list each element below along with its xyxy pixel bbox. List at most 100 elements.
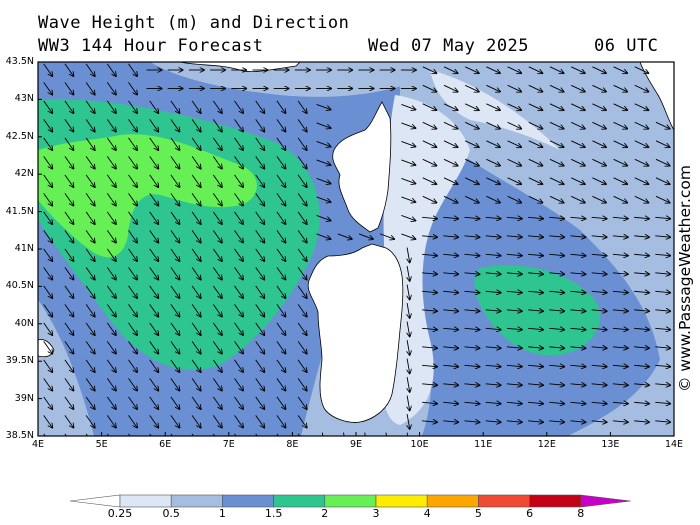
direction-arrow: [255, 285, 265, 298]
direction-arrow: [634, 140, 649, 147]
direction-arrow: [422, 347, 437, 348]
direction-arrow: [297, 100, 307, 113]
direction-arrow: [506, 347, 522, 348]
colorbar-label: 0.25: [107, 507, 133, 520]
direction-arrow: [170, 378, 180, 390]
direction-arrow: [170, 100, 180, 113]
direction-arrow: [255, 415, 265, 427]
direction-arrow: [422, 195, 437, 202]
direction-arrow: [64, 119, 74, 131]
direction-arrow: [465, 103, 479, 110]
direction-arrow: [64, 174, 74, 187]
direction-arrow: [571, 84, 585, 91]
direction-arrow: [297, 304, 307, 316]
lon-label: 11E: [474, 439, 493, 450]
direction-arrow: [443, 347, 458, 348]
direction-arrow: [149, 174, 159, 187]
direction-arrow: [364, 432, 366, 436]
colorbar-label: 0.5: [162, 507, 180, 520]
direction-arrow: [149, 230, 159, 242]
direction-arrow: [591, 217, 607, 218]
direction-arrow: [486, 195, 500, 202]
direction-arrow: [591, 421, 607, 422]
direction-arrow: [655, 273, 670, 274]
direction-arrow: [85, 193, 95, 205]
direction-arrow: [170, 193, 180, 205]
direction-arrow: [234, 396, 244, 409]
direction-arrow: [655, 310, 670, 311]
direction-arrow: [528, 384, 543, 385]
direction-arrow: [464, 273, 480, 274]
direction-arrow: [191, 341, 201, 353]
direction-arrow: [528, 195, 543, 202]
direction-arrow: [465, 121, 479, 128]
colorbar-label: 6: [526, 507, 534, 520]
direction-arrow: [316, 140, 331, 146]
direction-arrow: [234, 304, 244, 316]
direction-arrow: [191, 396, 201, 409]
direction-arrow: [507, 121, 522, 128]
direction-arrow: [85, 100, 95, 113]
direction-arrow: [571, 177, 585, 184]
direction-arrow: [106, 359, 116, 372]
direction-arrow: [591, 236, 607, 237]
direction-arrow: [316, 196, 331, 202]
direction-arrow: [612, 365, 628, 366]
direction-arrow: [549, 84, 564, 91]
direction-arrow: [276, 341, 286, 353]
direction-arrow: [64, 359, 74, 372]
direction-arrow: [85, 63, 95, 76]
direction-arrow: [528, 402, 543, 403]
direction-arrow: [297, 359, 307, 372]
direction-arrow: [592, 103, 606, 110]
direction-arrow: [170, 137, 180, 150]
lon-label: 12E: [537, 439, 556, 450]
direction-arrow: [634, 121, 649, 128]
direction-arrow: [149, 119, 159, 131]
direction-arrow: [443, 103, 458, 110]
direction-arrow: [191, 211, 201, 224]
direction-arrow: [149, 193, 159, 205]
direction-arrow: [276, 396, 286, 409]
direction-arrow: [43, 119, 53, 131]
direction-arrow: [443, 236, 458, 237]
direction-arrow: [485, 273, 501, 274]
direction-arrow: [191, 415, 201, 427]
direction-arrow: [297, 119, 307, 131]
direction-arrow: [506, 217, 522, 218]
direction-arrow: [212, 304, 222, 316]
direction-arrow: [64, 82, 74, 94]
direction-arrow: [170, 156, 180, 168]
direction-arrow: [106, 82, 116, 94]
direction-arrow: [276, 156, 286, 168]
direction-arrow: [612, 384, 628, 385]
direction-arrow: [485, 254, 501, 255]
direction-arrow: [128, 322, 138, 335]
direction-arrow: [149, 248, 159, 261]
direction-arrow: [401, 196, 415, 202]
lat-label: 40.5N: [5, 280, 34, 292]
direction-arrow: [321, 432, 324, 436]
direction-arrow: [570, 421, 586, 422]
direction-arrow: [443, 328, 458, 329]
direction-arrow: [43, 415, 53, 427]
direction-arrow: [255, 359, 265, 372]
colorbar-label: 8: [577, 507, 585, 520]
direction-arrow: [655, 291, 670, 292]
direction-arrow: [422, 236, 437, 237]
direction-arrow: [401, 103, 415, 109]
direction-arrow: [276, 415, 286, 427]
direction-arrow: [255, 193, 265, 205]
lon-label: 5E: [95, 439, 108, 450]
direction-arrow: [507, 158, 522, 165]
direction-arrow: [212, 137, 222, 150]
direction-arrow: [234, 267, 244, 279]
direction-arrow: [297, 322, 307, 335]
direction-arrow: [149, 285, 159, 298]
direction-arrow: [170, 415, 180, 427]
direction-arrow: [612, 217, 628, 218]
wave-band-0.25-0.5m-tyrrhenian: [382, 95, 470, 425]
colorbar-segment: [529, 494, 582, 508]
direction-arrow: [422, 291, 437, 292]
direction-arrow: [591, 328, 607, 329]
